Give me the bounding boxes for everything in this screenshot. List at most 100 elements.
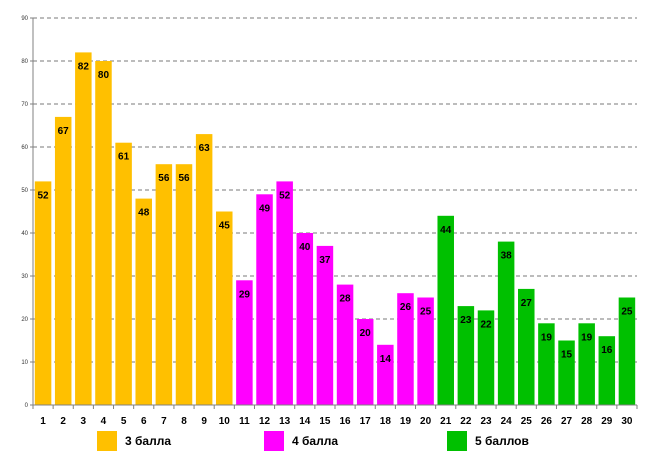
data-label: 38	[501, 251, 513, 262]
legend-swatch	[447, 431, 467, 451]
bar-5	[115, 142, 132, 405]
data-label: 25	[420, 307, 432, 318]
data-label: 56	[158, 173, 170, 184]
y-tick-label: 0	[25, 403, 29, 409]
legend-swatch	[264, 431, 284, 451]
legend-item-3: 5 баллов	[447, 430, 529, 452]
data-label: 80	[98, 70, 110, 81]
y-tick-label: 20	[21, 317, 28, 323]
legend-label: 5 баллов	[475, 434, 529, 448]
bar-3	[75, 52, 92, 406]
bar-2	[54, 116, 72, 406]
bar-8	[175, 164, 193, 405]
bar-12	[256, 194, 273, 405]
x-tick-label: 25	[521, 416, 533, 427]
x-tick-label: 26	[541, 416, 553, 427]
bar-26	[538, 323, 555, 405]
bar-17	[356, 319, 374, 405]
data-label: 52	[279, 190, 291, 201]
bar-28	[578, 323, 595, 405]
bar-24	[497, 241, 515, 405]
data-label: 28	[340, 294, 352, 305]
data-label: 52	[38, 190, 50, 201]
bar-18	[377, 344, 394, 405]
x-tick-label: 10	[219, 416, 231, 427]
x-tick-label: 4	[101, 416, 107, 427]
bar-23	[477, 310, 495, 405]
x-tick-label: 14	[299, 416, 311, 427]
data-label: 61	[118, 152, 130, 163]
data-label: 14	[380, 354, 392, 365]
data-label: 48	[138, 208, 150, 219]
x-tick-label: 20	[420, 416, 432, 427]
legend-item-2: 4 балла	[264, 430, 338, 452]
data-label: 15	[561, 350, 573, 361]
data-label: 26	[400, 302, 412, 313]
x-tick-label: 1	[40, 416, 46, 427]
bar-6	[135, 198, 152, 405]
x-tick-label: 16	[340, 416, 352, 427]
y-tick-label: 10	[21, 360, 28, 366]
x-tick-label: 12	[259, 416, 271, 427]
data-label: 37	[319, 255, 331, 266]
data-label: 44	[440, 225, 452, 236]
x-tick-label: 21	[440, 416, 452, 427]
bars	[34, 52, 636, 406]
bar-27	[558, 340, 575, 405]
x-tick-label: 3	[81, 416, 87, 427]
legend-swatch	[97, 431, 117, 451]
x-tick-label: 23	[480, 416, 492, 427]
y-tick-label: 30	[21, 274, 28, 280]
x-tick-label: 2	[60, 416, 66, 427]
bar-19	[397, 293, 414, 405]
bar-7	[155, 164, 173, 405]
x-tick-label: 15	[319, 416, 331, 427]
data-label: 16	[601, 345, 613, 356]
data-label: 56	[178, 173, 190, 184]
legend-label: 3 балла	[125, 434, 172, 448]
bar-10	[216, 211, 233, 405]
bar-22	[457, 306, 475, 405]
bar-16	[336, 284, 354, 405]
x-tick-label: 8	[181, 416, 187, 427]
x-tick-label: 22	[460, 416, 472, 427]
gridlines	[33, 17, 637, 363]
x-tick-label: 17	[360, 416, 372, 427]
x-axis-ticks: 1 2 3 4 5 6 7 8 9 10 11 12 13 14 15 16 17 18 19 20 21 22 23 24 2…	[40, 416, 633, 427]
bar-1	[34, 181, 52, 405]
data-label: 23	[460, 315, 472, 326]
data-label: 25	[621, 307, 633, 318]
bar-30	[618, 297, 636, 405]
x-tick-label: 28	[581, 416, 593, 427]
data-label: 20	[360, 328, 372, 339]
x-tick-label: 27	[561, 416, 573, 427]
axes	[30, 17, 638, 409]
y-tick-label: 90	[21, 16, 28, 22]
x-tick-label: 7	[161, 416, 167, 427]
x-tick-label: 9	[201, 416, 207, 427]
x-tick-label: 13	[279, 416, 291, 427]
x-tick-label: 19	[400, 416, 412, 427]
y-axis-ticks: 0 10 20 30 40 50 60 70 80 90	[21, 16, 28, 409]
bar-20	[417, 297, 434, 405]
y-tick-label: 60	[21, 145, 28, 151]
data-label: 22	[480, 319, 492, 330]
bar-4	[95, 61, 112, 405]
bar-9	[195, 134, 213, 405]
x-tick-label: 29	[601, 416, 613, 427]
data-label: 40	[299, 242, 311, 253]
data-labels: 52 67 82 80 61 48 56 56 63 45 29 49 52 40 37 28 20 14 26 25…	[38, 61, 633, 364]
data-label: 19	[541, 332, 553, 343]
bar-13	[276, 181, 293, 405]
x-tick-label: 6	[141, 416, 147, 427]
data-label: 49	[259, 203, 271, 214]
bar-11	[236, 280, 253, 405]
y-tick-label: 40	[21, 231, 28, 237]
x-tick-label: 24	[501, 416, 513, 427]
y-tick-label: 70	[21, 102, 28, 108]
bar-14	[296, 233, 314, 405]
x-tick-label: 18	[380, 416, 392, 427]
bar-29	[598, 336, 616, 405]
data-label: 27	[521, 298, 533, 309]
